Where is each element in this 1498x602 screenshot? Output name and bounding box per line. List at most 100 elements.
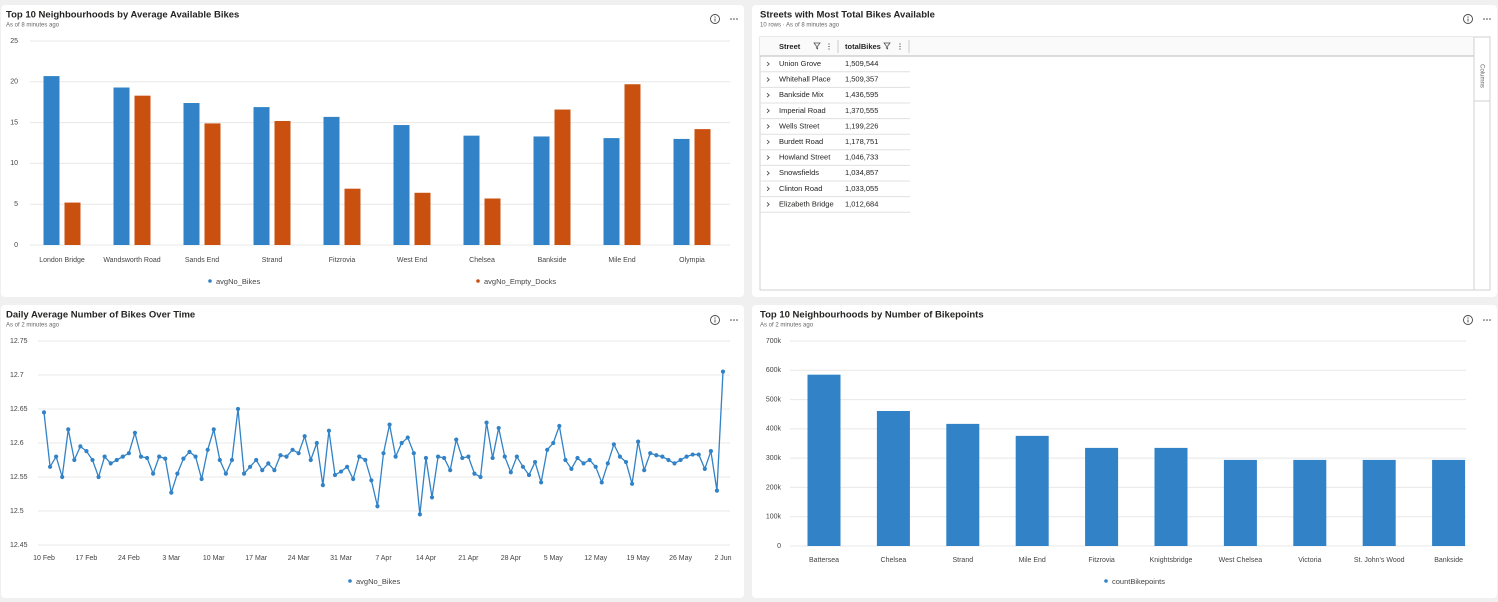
point bbox=[278, 453, 283, 458]
bar bbox=[624, 84, 641, 245]
chart-subtitle: As of 2 minutes ago bbox=[6, 323, 60, 329]
bar bbox=[344, 188, 361, 245]
x-tick-label: Strand bbox=[262, 257, 283, 264]
bar bbox=[183, 103, 200, 246]
more-button[interactable] bbox=[730, 18, 738, 20]
table-cell: 1,178,751 bbox=[845, 137, 878, 146]
row-expander[interactable] bbox=[766, 61, 770, 67]
info-button[interactable] bbox=[710, 14, 720, 24]
point bbox=[266, 461, 271, 466]
chart-subtitle: As of 8 minutes ago bbox=[6, 23, 60, 29]
y-tick-label: 0 bbox=[14, 242, 18, 249]
x-tick-label: London Bridge bbox=[39, 257, 85, 264]
panel-icons[interactable] bbox=[710, 14, 1491, 325]
point bbox=[138, 454, 144, 459]
bar bbox=[463, 135, 480, 245]
y-tick-label: 400k bbox=[766, 426, 782, 433]
side-tab-label[interactable]: Columns bbox=[1478, 64, 1484, 88]
point bbox=[714, 488, 720, 493]
side-tab[interactable] bbox=[1473, 36, 1491, 102]
more-button[interactable] bbox=[1483, 18, 1491, 20]
y-tick-label: 25 bbox=[10, 38, 18, 45]
bar bbox=[1154, 447, 1188, 546]
x-tick-label: Chelsea bbox=[469, 257, 495, 264]
point bbox=[96, 474, 101, 480]
bar bbox=[43, 76, 60, 245]
point bbox=[629, 481, 635, 486]
point bbox=[563, 457, 568, 463]
point bbox=[605, 461, 610, 466]
point bbox=[654, 453, 659, 458]
x-tick-label: 31 Mar bbox=[330, 555, 352, 562]
bar bbox=[1293, 459, 1327, 546]
table-cell: Snowsfields bbox=[779, 168, 819, 177]
row-expander[interactable] bbox=[766, 139, 770, 145]
y-tick-label: 15 bbox=[10, 119, 18, 126]
table-cell: Whitehall Place bbox=[779, 75, 831, 84]
point bbox=[272, 468, 277, 473]
x-tick-label: West Chelsea bbox=[1219, 557, 1263, 564]
point bbox=[381, 451, 386, 456]
row-expander[interactable] bbox=[766, 108, 770, 114]
legend-marker bbox=[348, 579, 352, 583]
point bbox=[442, 455, 447, 461]
point bbox=[217, 457, 222, 463]
point bbox=[690, 452, 695, 457]
table-title: Streets with Most Total Bikes Available bbox=[760, 10, 935, 21]
y-tick-label: 0 bbox=[777, 543, 781, 550]
point bbox=[302, 434, 307, 439]
point bbox=[248, 464, 253, 469]
row-expander[interactable] bbox=[766, 124, 770, 129]
point bbox=[587, 457, 592, 463]
info-button[interactable] bbox=[1463, 315, 1473, 325]
point bbox=[490, 455, 495, 461]
table-cell: 1,034,857 bbox=[845, 168, 878, 177]
point bbox=[169, 490, 174, 495]
y-tick-label: 12.5 bbox=[10, 508, 24, 515]
point bbox=[599, 480, 604, 485]
point bbox=[460, 455, 465, 461]
row-expander[interactable] bbox=[766, 77, 770, 82]
x-tick-label: 24 Feb bbox=[118, 555, 140, 562]
info-button[interactable] bbox=[1463, 14, 1473, 24]
bar bbox=[946, 423, 980, 546]
bar bbox=[274, 120, 291, 245]
point bbox=[466, 454, 471, 459]
filter-icon[interactable] bbox=[883, 42, 891, 50]
point bbox=[108, 461, 113, 466]
x-tick-label: 12 May bbox=[584, 555, 607, 562]
point bbox=[569, 466, 574, 471]
row-expander[interactable] bbox=[766, 155, 770, 160]
point bbox=[375, 504, 380, 509]
more-button[interactable] bbox=[730, 319, 738, 321]
x-tick-label: West End bbox=[397, 257, 427, 264]
table-cell: 1,509,357 bbox=[845, 75, 878, 84]
bar bbox=[603, 138, 620, 245]
chart-title: Top 10 Neighbourhoods by Average Availab… bbox=[6, 10, 239, 21]
filter-icon[interactable] bbox=[813, 42, 821, 50]
point bbox=[60, 474, 65, 480]
point bbox=[54, 454, 59, 459]
column-menu[interactable] bbox=[828, 43, 901, 50]
point bbox=[405, 435, 410, 440]
y-tick-label: 5 bbox=[14, 201, 18, 208]
table-cell: Union Grove bbox=[779, 59, 821, 68]
chart-title: Daily Average Number of Bikes Over Time bbox=[6, 310, 195, 321]
row-expander[interactable] bbox=[766, 92, 770, 98]
point bbox=[290, 447, 295, 452]
point bbox=[211, 427, 216, 432]
point bbox=[308, 457, 313, 463]
x-tick-label: Wandsworth Road bbox=[103, 257, 160, 264]
row-expander[interactable] bbox=[766, 170, 770, 176]
bar bbox=[554, 109, 571, 245]
point bbox=[193, 454, 198, 459]
bar bbox=[533, 136, 550, 245]
point bbox=[187, 449, 192, 454]
x-tick-label: 5 May bbox=[544, 555, 564, 562]
row-expander[interactable] bbox=[766, 202, 770, 207]
row-expander[interactable] bbox=[766, 186, 770, 192]
x-tick-label: Fitzrovia bbox=[329, 257, 356, 264]
more-button[interactable] bbox=[1483, 319, 1491, 321]
info-button[interactable] bbox=[710, 315, 720, 325]
